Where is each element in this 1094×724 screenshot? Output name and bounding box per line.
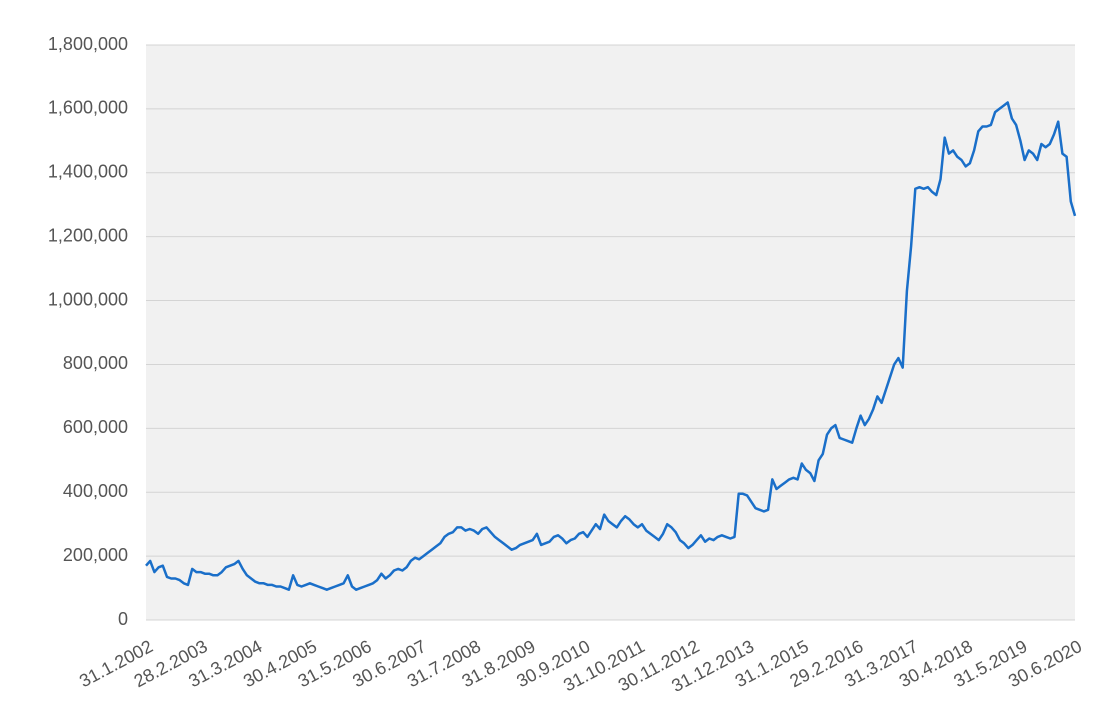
y-tick-label: 1,000,000 [48,289,128,309]
y-tick-label: 1,800,000 [48,34,128,54]
y-tick-label: 200,000 [63,545,128,565]
y-tick-label: 1,600,000 [48,98,128,118]
y-tick-label: 1,400,000 [48,162,128,182]
y-tick-label: 1,200,000 [48,225,128,245]
y-tick-label: 800,000 [63,353,128,373]
y-tick-label: 600,000 [63,417,128,437]
y-tick-label: 0 [118,609,128,629]
data-line [145,101,1077,591]
plot-area [146,45,1075,620]
y-tick-label: 400,000 [63,481,128,501]
